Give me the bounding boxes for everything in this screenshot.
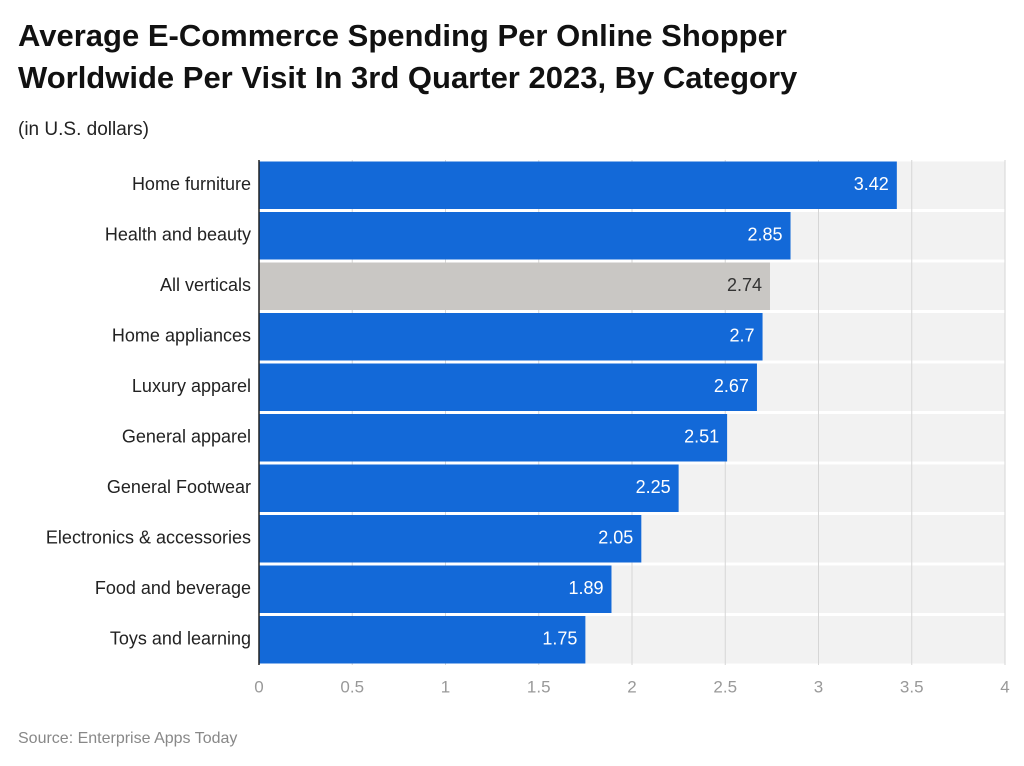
chart-title: Average E-Commerce Spending Per Online S…	[18, 18, 787, 53]
bar	[259, 515, 642, 563]
y-tick-label: Home furniture	[132, 174, 251, 194]
source: Source: Enterprise Apps Today	[18, 730, 237, 747]
y-tick-label: Home appliances	[112, 326, 251, 346]
value-label: 2.25	[636, 477, 671, 497]
x-tick-label: 2.5	[713, 677, 737, 696]
x-tick-label: 1.5	[527, 677, 551, 696]
bar	[259, 414, 728, 462]
value-label: 1.75	[542, 629, 577, 649]
value-label: 3.42	[854, 174, 889, 194]
y-tick-label: Health and beauty	[105, 225, 251, 245]
value-label: 2.51	[684, 427, 719, 447]
x-tick-label: 4	[1000, 677, 1009, 696]
y-tick-label: Electronics & accessories	[46, 528, 251, 548]
bar	[259, 464, 679, 512]
value-label: 2.74	[727, 275, 762, 295]
x-tick-label: 1	[441, 677, 450, 696]
value-label: 1.89	[568, 578, 603, 598]
chart-title: Worldwide Per Visit In 3rd Quarter 2023,…	[18, 60, 798, 95]
value-label: 2.7	[730, 326, 755, 346]
bar	[259, 262, 771, 310]
y-tick-label: Toys and learning	[110, 629, 251, 649]
bar	[259, 212, 791, 260]
bar	[259, 616, 586, 664]
y-tick-label: General apparel	[122, 427, 251, 447]
chart-subtitle: (in U.S. dollars)	[18, 119, 149, 140]
value-label: 2.67	[714, 376, 749, 396]
value-label: 2.05	[598, 528, 633, 548]
y-tick-label: All verticals	[160, 275, 251, 295]
y-tick-label: General Footwear	[107, 477, 251, 497]
x-tick-label: 0.5	[340, 677, 364, 696]
x-tick-label: 2	[627, 677, 636, 696]
x-tick-label: 3	[814, 677, 823, 696]
bar	[259, 313, 763, 361]
bar	[259, 363, 757, 411]
y-tick-label: Luxury apparel	[132, 376, 251, 396]
bar	[259, 565, 612, 613]
x-tick-label: 0	[254, 677, 263, 696]
y-tick-label: Food and beverage	[95, 578, 251, 598]
value-label: 2.85	[747, 225, 782, 245]
bar	[259, 161, 897, 209]
x-tick-label: 3.5	[900, 677, 924, 696]
